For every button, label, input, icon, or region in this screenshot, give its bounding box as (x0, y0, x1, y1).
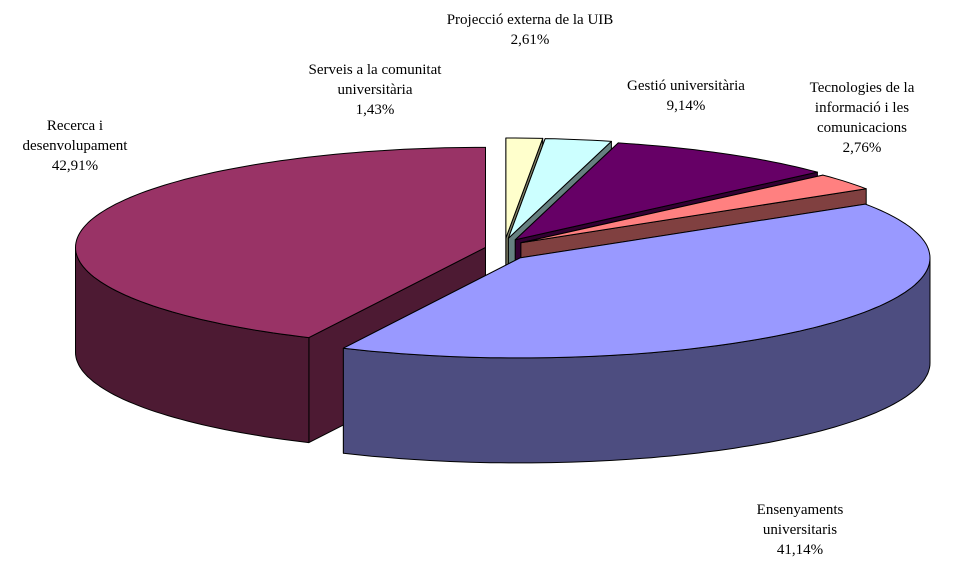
label-value: 2,76% (842, 140, 882, 156)
label-value: 1,43% (355, 102, 395, 118)
label-value: 9,14% (666, 98, 706, 114)
label-name: Tecnologies de la informació i les comun… (809, 80, 915, 136)
label-name: Projecció externa de la UIB (446, 12, 614, 28)
label-value: 42,91% (51, 158, 99, 174)
label-name: Recerca i desenvolupament (22, 118, 128, 154)
label-value: 41,14% (776, 542, 824, 558)
data-label: Gestió universitària 9,14% (604, 76, 769, 116)
data-label: Recerca i desenvolupament 42,91% (3, 116, 148, 176)
slice (520, 174, 867, 244)
data-label: Tecnologies de la informació i les comun… (792, 78, 932, 158)
data-label: Projecció externa de la UIB 2,61% (440, 10, 620, 50)
label-name: Serveis a la comunitat universitària (308, 62, 442, 98)
slice (505, 137, 544, 239)
label-name: Gestió universitària (627, 78, 745, 94)
slice (75, 146, 486, 339)
label-name: Ensenyaments universitaris (756, 502, 844, 538)
slice (507, 138, 612, 239)
data-label: Ensenyaments universitaris 41,14% (743, 500, 858, 560)
data-label: Serveis a la comunitat universitària 1,43… (288, 60, 463, 120)
label-value: 2,61% (510, 32, 550, 48)
slice (514, 142, 818, 241)
slice (342, 203, 931, 359)
